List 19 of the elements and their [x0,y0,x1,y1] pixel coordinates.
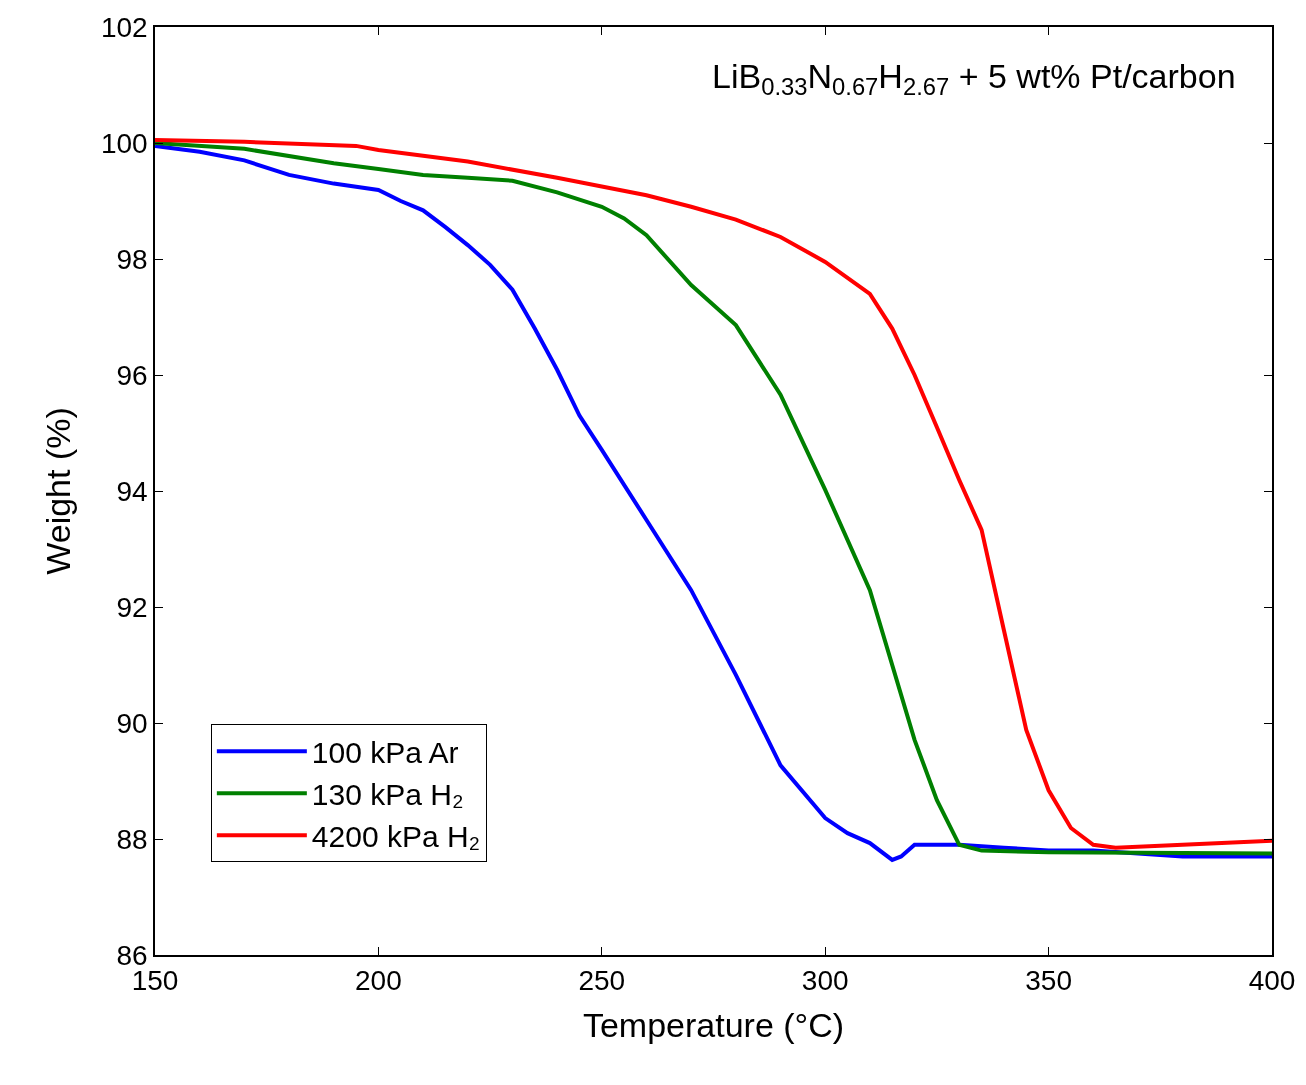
y-axis-title: Weight (%) [39,407,78,575]
x-axis-title: Temperature (°C) [582,1006,845,1045]
x-tick-label: 300 [801,965,849,997]
y-tick-label: 90 [116,707,148,739]
legend-label: 130 kPa H₂ [311,777,464,811]
y-tick-label: 88 [116,823,148,855]
y-tick-label: 96 [116,359,148,391]
y-tick-label: 100 [100,127,148,159]
y-tick-label: 94 [116,475,148,507]
y-tick-label: 102 [100,11,148,43]
x-tick-label: 400 [1248,965,1296,997]
y-tick-label: 98 [116,243,148,275]
x-tick-label: 250 [578,965,626,997]
legend-label: 4200 kPa H₂ [311,819,481,853]
text: LiB$_{0.33}$N$_{0.67}$H$_{2.67}$ + 5 wt% Pt/carbon [712,57,1236,101]
legend-label: 100 kPa Ar [311,735,459,769]
x-tick-label: 200 [355,965,402,997]
x-tick-label: 350 [1025,965,1072,997]
y-tick-label: 92 [116,591,148,623]
